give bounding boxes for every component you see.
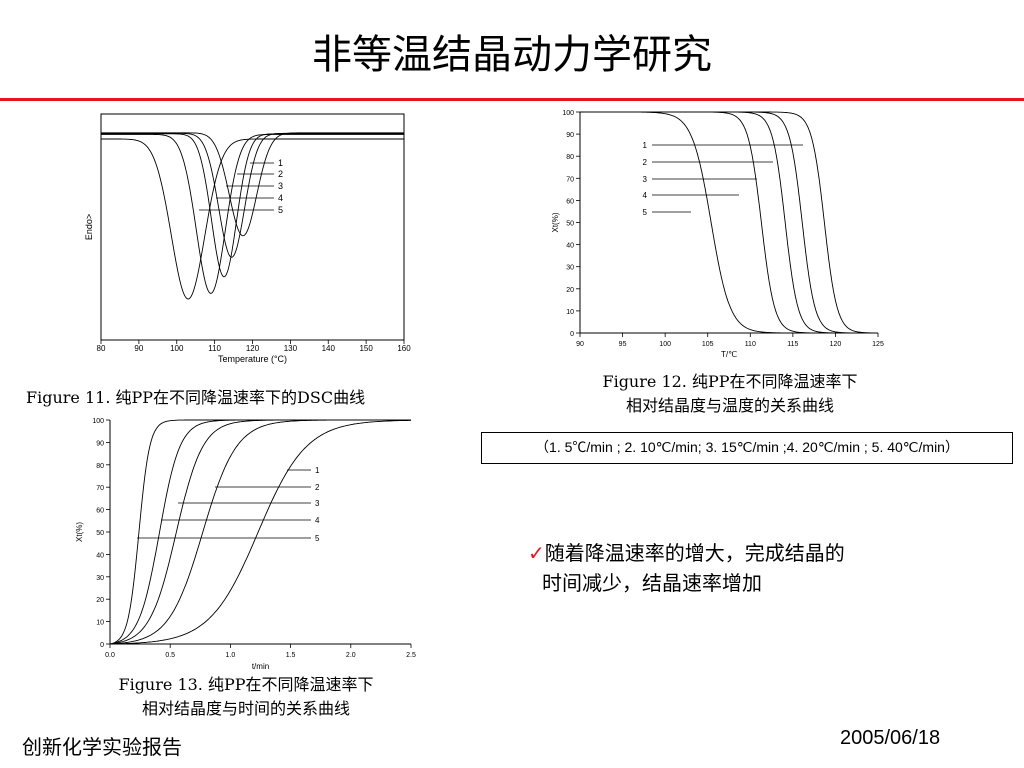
bullet-line-1: 随着降温速率的增大，完成结晶的 [544,541,845,565]
fig12-y-tick-label-1: 10 [566,309,574,316]
fig12-x-tick-label-2: 100 [659,341,671,348]
fig13-legend-label-5: 5 [315,534,320,543]
dsc-x-tick-label-0: 80 [97,344,106,353]
figure-12-caption-line-2: 相对结晶度与温度的关系曲线 [625,396,834,415]
conclusion-bullet: ✓随着降温速率的增大，完成结晶的 时间减少，结晶速率增加 [528,538,845,598]
fig12-curve-5 [580,111,878,334]
fig13-y-tick-label-7: 70 [96,485,104,492]
fig13-curve-1 [110,419,411,645]
slide-title: 非等温结晶动力学研究 [312,32,712,78]
dsc-x-tick-label-6: 140 [322,344,336,353]
dsc-x-tick-label-5: 130 [284,344,298,353]
fig12-x-tick-label-1: 95 [619,341,627,348]
fig13-x-tick-label-4: 2.0 [346,652,356,659]
dsc-curve-5 [101,138,404,300]
fig12-y-tick-label-7: 70 [566,176,574,183]
figure-13-caption-line-2: 相对结晶度与时间的关系曲线 [141,699,350,718]
dsc-plot-frame [100,113,405,341]
dsc-curve-1 [101,132,404,237]
fig13-curve-5 [109,419,411,645]
fig12-legend-label-2: 2 [643,158,648,167]
fig13-y-tick-label-5: 50 [96,530,104,537]
dsc-curve-4 [101,133,404,294]
fig13-legend-label-4: 4 [315,516,320,525]
fig12-legend-label-1: 1 [643,141,648,150]
fig12-y-tick-label-5: 50 [566,221,574,228]
fig13-y-tick-label-0: 0 [100,642,104,649]
fig12-legend-label-4: 4 [643,191,648,200]
fig12-legend-label-5: 5 [643,208,648,217]
fig12-y-tick-label-6: 60 [566,198,574,205]
fig12-legend-label-3: 3 [643,175,648,184]
fig12-y-axis-label: Xt(%) [551,212,560,232]
fig13-y-tick-label-8: 80 [96,463,104,470]
fig12-y-tick-label-4: 40 [566,243,574,250]
figure-13-caption-line-1: Figure 13. 纯PP在不同降温速率下 [118,675,374,694]
dsc-legend-label-1: 1 [278,158,283,168]
footer-report-name: 创新化学实验报告 [22,735,182,759]
fig12-x-tick-label-3: 105 [702,341,714,348]
dsc-x-tick-label-4: 120 [246,344,260,353]
fig12-y-tick-label-8: 80 [566,154,574,161]
dsc-y-axis-label: Endo> [84,214,94,240]
dsc-x-tick-label-1: 90 [134,344,143,353]
fig13-x-tick-label-3: 1.5 [286,652,296,659]
fig13-curve-2 [109,419,411,645]
fig12-y-tick-label-0: 0 [570,331,574,338]
fig13-y-tick-label-9: 90 [96,440,104,447]
bullet-line-2: 时间减少，结晶速率增加 [542,571,762,595]
dsc-legend-label-4: 4 [278,193,283,203]
dsc-x-tick-label-2: 100 [170,344,184,353]
fig13-x-tick-label-1: 0.5 [165,652,175,659]
figure-12-caption-line-1: Figure 12. 纯PP在不同降温速率下 [602,372,858,391]
dsc-x-tick-label-7: 150 [359,344,373,353]
fig12-x-tick-label-7: 125 [872,341,884,348]
fig13-y-tick-label-2: 20 [96,597,104,604]
title-divider [0,98,1024,101]
dsc-x-tick-label-3: 110 [208,344,221,353]
fig13-legend-label-1: 1 [315,466,320,475]
dsc-legend-label-2: 2 [278,169,283,179]
fig13-y-tick-label-6: 60 [96,508,104,515]
footer-date: 2005/06/18 [840,727,941,749]
figure-11-caption: Figure 11. 纯PP在不同降温速率下的DSC曲线 [26,386,365,410]
figure-11-caption-text: Figure 11. 纯PP在不同降温速率下的DSC曲线 [26,388,366,407]
fig12-x-tick-label-0: 90 [576,341,584,348]
fig13-curve-4 [109,419,411,645]
checkmark-icon: ✓ [528,541,545,565]
fig12-y-tick-label-3: 30 [566,265,574,272]
fig13-legend-label-3: 3 [315,499,320,508]
fig13-y-tick-label-10: 100 [92,418,104,425]
dsc-curve-3 [101,133,404,278]
cooling-rate-legend: （1. 5℃/min ; 2. 10℃/min; 3. 15℃/min ;4. … [481,432,1013,464]
fig12-y-tick-label-10: 100 [562,110,574,117]
fig13-curve-3 [109,419,411,645]
fig13-y-tick-label-3: 30 [96,575,104,582]
fig13-x-tick-label-0: 0.0 [105,652,115,659]
dsc-x-tick-label-8: 160 [397,344,411,353]
fig13-y-axis-label: Xt(%) [75,522,84,542]
fig13-legend-label-2: 2 [315,483,320,492]
dsc-curve-2 [101,132,404,258]
figure-12-caption: Figure 12. 纯PP在不同降温速率下 相对结晶度与温度的关系曲线 [540,370,920,418]
fig12-x-tick-label-5: 115 [787,341,798,348]
dsc-legend-label-3: 3 [278,181,283,191]
fig13-y-tick-label-4: 40 [96,552,104,559]
fig12-x-tick-label-6: 120 [830,341,842,348]
fig12-x-tick-label-4: 110 [745,341,756,348]
figure-13-caption: Figure 13. 纯PP在不同降温速率下 相对结晶度与时间的关系曲线 [56,673,436,721]
fig13-y-tick-label-1: 10 [96,620,104,627]
dsc-x-axis-label: Temperature (°C) [218,354,287,364]
fig13-x-tick-label-2: 1.0 [226,652,236,659]
fig12-y-tick-label-2: 20 [566,287,574,294]
fig13-x-tick-label-5: 2.5 [406,652,416,659]
fig12-x-axis-label: T/℃ [721,350,737,359]
fig13-x-axis-label: t/min [252,662,269,671]
fig12-y-tick-label-9: 90 [566,132,574,139]
dsc-legend-label-5: 5 [278,205,283,215]
